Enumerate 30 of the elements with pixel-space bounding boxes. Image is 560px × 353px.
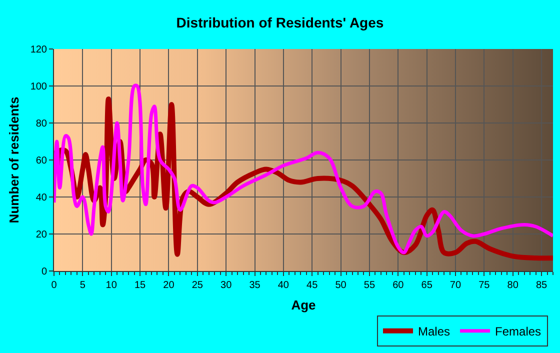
y-axis-title: Number of residents <box>6 96 22 224</box>
x-tick-label: 80 <box>507 280 519 291</box>
x-tick-label: 70 <box>450 280 462 291</box>
legend-label: Males <box>418 324 450 339</box>
y-tick-label: 60 <box>36 156 48 166</box>
x-tick-label: 65 <box>421 280 433 291</box>
x-tick-label: 75 <box>478 280 490 291</box>
y-tick-label: 120 <box>30 44 48 56</box>
x-tick-label: 5 <box>80 280 86 291</box>
x-tick-label: 15 <box>134 280 146 291</box>
x-tick-label: 25 <box>192 280 204 291</box>
x-tick-label: 50 <box>335 280 347 291</box>
x-tick-label: 0 <box>51 280 58 291</box>
legend-label: Females <box>495 324 542 339</box>
x-tick-label: 35 <box>249 280 261 291</box>
x-tick-label: 85 <box>536 280 548 291</box>
x-axis-title: Age <box>291 298 316 313</box>
x-tick-label: 20 <box>163 280 175 291</box>
x-tick-label: 40 <box>278 280 290 291</box>
x-tick-label: 60 <box>392 280 404 291</box>
x-tick-label: 30 <box>220 280 232 291</box>
x-tick-label: 10 <box>106 280 118 291</box>
chart-title: Distribution of Residents' Ages <box>176 14 384 30</box>
y-tick-label: 80 <box>36 118 48 130</box>
x-tick-label: 55 <box>364 280 376 291</box>
y-tick-label: 0 <box>41 266 48 278</box>
y-tick-label: 20 <box>36 230 48 240</box>
x-tick-label: 45 <box>306 280 318 291</box>
y-tick-label: 100 <box>30 82 48 92</box>
y-tick-label: 40 <box>36 192 48 204</box>
